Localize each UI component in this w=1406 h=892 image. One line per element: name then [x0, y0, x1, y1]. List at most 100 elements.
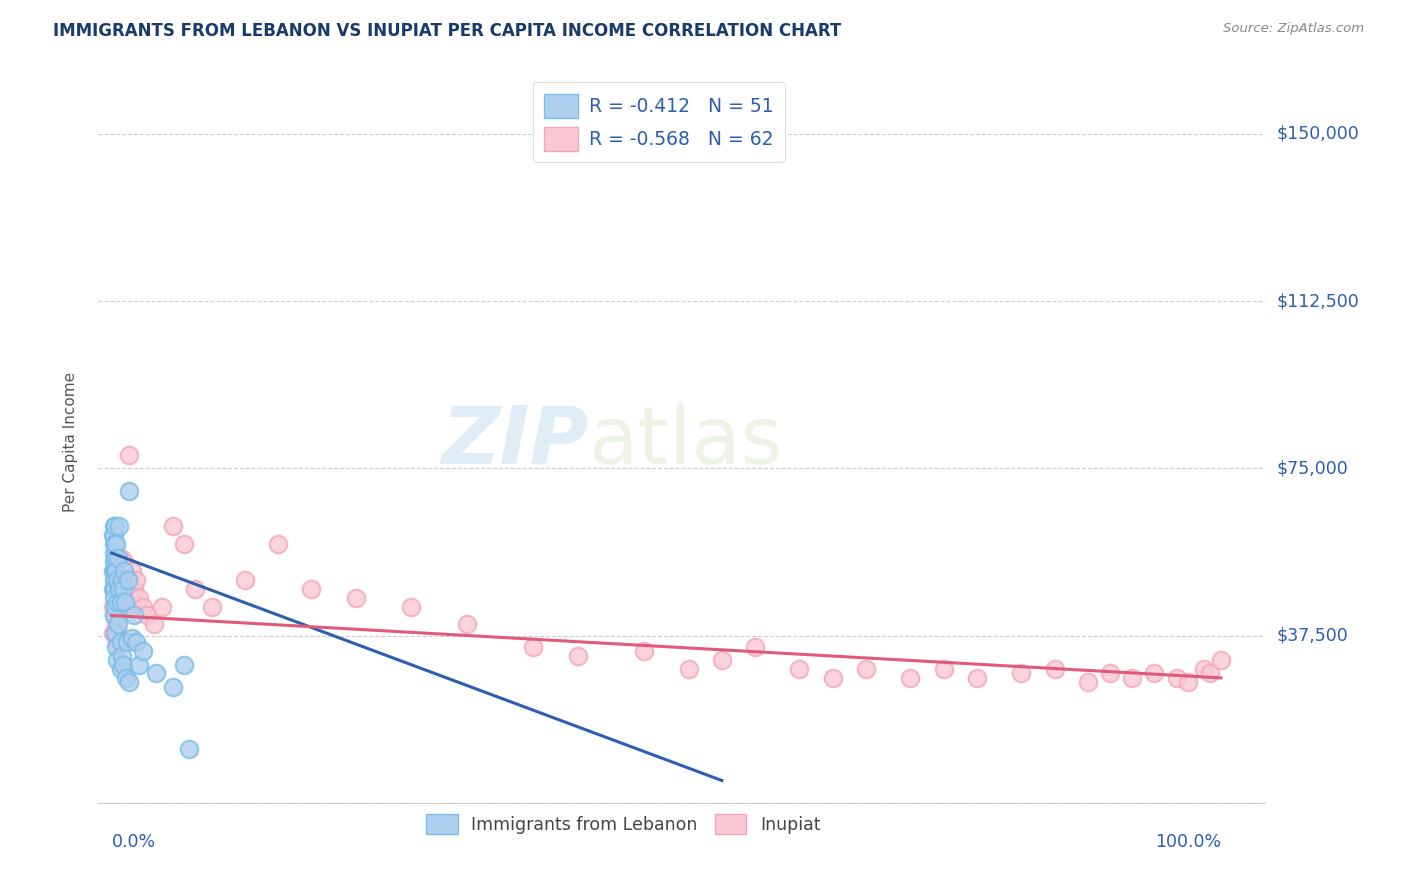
Point	[105, 595, 128, 609]
Point	[103, 582, 125, 596]
Point	[900, 671, 922, 685]
Point	[105, 640, 128, 654]
Point	[132, 644, 155, 658]
Point	[105, 564, 128, 578]
Point	[118, 675, 141, 690]
Point	[108, 519, 131, 533]
Text: ZIP: ZIP	[441, 402, 589, 481]
Point	[103, 608, 125, 623]
Point	[112, 564, 135, 578]
Point	[299, 582, 322, 596]
Point	[1099, 666, 1122, 681]
Y-axis label: Per Capita Income: Per Capita Income	[63, 371, 77, 512]
Point	[111, 573, 134, 587]
Point	[104, 550, 127, 565]
Point	[125, 573, 148, 587]
Point	[821, 671, 844, 685]
Point	[104, 537, 127, 551]
Text: $112,500: $112,500	[1277, 292, 1360, 310]
Point	[966, 671, 988, 685]
Point	[111, 591, 134, 605]
Legend: Immigrants from Lebanon, Inupiat: Immigrants from Lebanon, Inupiat	[419, 807, 828, 841]
Point	[107, 550, 129, 565]
Point	[678, 662, 700, 676]
Point	[104, 564, 127, 578]
Point	[1043, 662, 1066, 676]
Point	[105, 573, 128, 587]
Point	[633, 644, 655, 658]
Point	[136, 608, 159, 623]
Point	[162, 680, 184, 694]
Point	[456, 617, 478, 632]
Point	[173, 657, 195, 672]
Point	[104, 626, 127, 640]
Point	[105, 582, 128, 596]
Point	[115, 573, 138, 587]
Point	[117, 573, 139, 587]
Point	[103, 519, 125, 533]
Point	[744, 640, 766, 654]
Point	[107, 599, 129, 614]
Point	[173, 537, 195, 551]
Text: $75,000: $75,000	[1277, 459, 1348, 477]
Point	[1199, 666, 1222, 681]
Point	[115, 671, 138, 685]
Point	[184, 582, 207, 596]
Point	[122, 582, 145, 596]
Point	[105, 599, 128, 614]
Point	[114, 595, 136, 609]
Text: 100.0%: 100.0%	[1154, 833, 1220, 851]
Point	[108, 608, 131, 623]
Point	[1010, 666, 1032, 681]
Point	[105, 635, 128, 649]
Point	[107, 617, 129, 632]
Point	[104, 573, 127, 587]
Point	[267, 537, 290, 551]
Point	[103, 555, 125, 569]
Point	[1177, 675, 1199, 690]
Point	[111, 657, 134, 672]
Point	[142, 617, 165, 632]
Point	[101, 626, 124, 640]
Point	[103, 537, 125, 551]
Point	[150, 599, 173, 614]
Point	[128, 591, 150, 605]
Point	[399, 599, 422, 614]
Text: IMMIGRANTS FROM LEBANON VS INUPIAT PER CAPITA INCOME CORRELATION CHART: IMMIGRANTS FROM LEBANON VS INUPIAT PER C…	[53, 22, 842, 40]
Point	[101, 599, 124, 614]
Point	[200, 599, 222, 614]
Point	[103, 528, 125, 542]
Point	[344, 591, 367, 605]
Point	[103, 591, 125, 605]
Point	[117, 635, 139, 649]
Text: 0.0%: 0.0%	[111, 833, 156, 851]
Point	[111, 582, 134, 596]
Point	[233, 573, 256, 587]
Point	[103, 573, 125, 587]
Point	[855, 662, 877, 676]
Point	[710, 653, 733, 667]
Point	[179, 742, 201, 756]
Point	[128, 657, 150, 672]
Point	[110, 595, 132, 609]
Point	[1209, 653, 1232, 667]
Point	[789, 662, 811, 676]
Point	[121, 564, 143, 578]
Point	[103, 608, 125, 623]
Point	[104, 626, 127, 640]
Point	[145, 666, 167, 681]
Point	[110, 635, 132, 649]
Point	[1166, 671, 1188, 685]
Point	[118, 483, 141, 498]
Point	[101, 564, 124, 578]
Point	[522, 640, 544, 654]
Point	[110, 662, 132, 676]
Point	[1077, 675, 1099, 690]
Point	[1121, 671, 1143, 685]
Point	[108, 573, 131, 587]
Point	[105, 537, 128, 551]
Point	[105, 617, 128, 632]
Point	[101, 582, 124, 596]
Point	[132, 599, 155, 614]
Point	[162, 519, 184, 533]
